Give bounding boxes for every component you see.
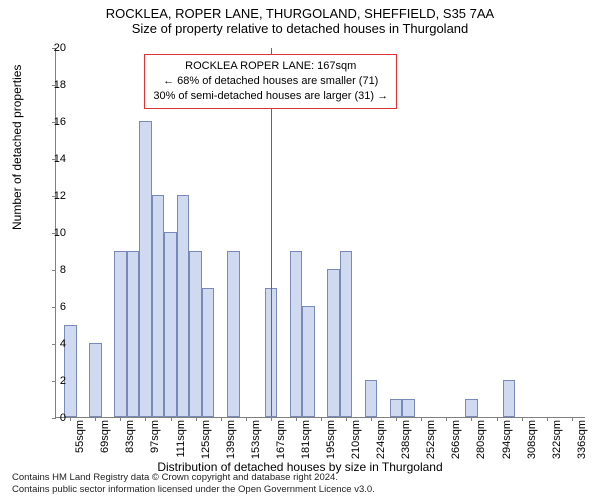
x-tick-label: 280sqm	[475, 420, 487, 459]
histogram-bar	[202, 288, 215, 418]
x-tick-label: 336sqm	[576, 420, 588, 459]
histogram-bar	[227, 251, 240, 418]
plot-area: 55sqm69sqm83sqm97sqm111sqm125sqm139sqm15…	[55, 48, 585, 418]
histogram-bar	[114, 251, 127, 418]
histogram-bar	[365, 380, 378, 417]
x-tick-label: 125sqm	[200, 420, 212, 459]
x-tick-label: 55sqm	[74, 420, 86, 453]
histogram-bar	[302, 306, 315, 417]
y-tick-label: 4	[60, 338, 66, 350]
x-tick-label: 322sqm	[551, 420, 563, 459]
annotation-line: 30% of semi-detached houses are larger (…	[153, 89, 388, 104]
x-tick-label: 210sqm	[350, 420, 362, 459]
x-tick-label: 238sqm	[400, 420, 412, 459]
x-tick-label: 195sqm	[325, 420, 337, 459]
x-tick-label: 266sqm	[450, 420, 462, 459]
histogram-bar	[503, 380, 516, 417]
y-axis-label: Number of detached properties	[10, 65, 24, 230]
histogram-bar	[89, 343, 102, 417]
x-tick-label: 97sqm	[149, 420, 161, 453]
chart-title-main: ROCKLEA, ROPER LANE, THURGOLAND, SHEFFIE…	[0, 6, 600, 21]
x-tick-label: 69sqm	[99, 420, 111, 453]
annotation-line: ← 68% of detached houses are smaller (71…	[153, 74, 388, 89]
y-tick-label: 12	[54, 190, 66, 202]
histogram-bar	[139, 121, 152, 417]
histogram-bar	[290, 251, 303, 418]
x-tick-label: 308sqm	[526, 420, 538, 459]
histogram-bar	[189, 251, 202, 418]
histogram-bar	[164, 232, 177, 417]
histogram-bar	[465, 399, 478, 418]
y-tick-label: 8	[60, 264, 66, 276]
y-tick-label: 6	[60, 301, 66, 313]
chart-title-sub: Size of property relative to detached ho…	[0, 21, 600, 36]
histogram-bar	[327, 269, 340, 417]
histogram-bar	[177, 195, 190, 417]
y-tick-label: 18	[54, 79, 66, 91]
histogram-bar	[152, 195, 165, 417]
x-tick-label: 167sqm	[275, 420, 287, 459]
chart-area: 55sqm69sqm83sqm97sqm111sqm125sqm139sqm15…	[55, 48, 585, 418]
histogram-bar	[127, 251, 140, 418]
x-tick-label: 224sqm	[375, 420, 387, 459]
attribution-line-1: Contains HM Land Registry data © Crown c…	[12, 472, 375, 484]
y-tick-label: 14	[54, 153, 66, 165]
y-tick-label: 0	[60, 412, 66, 424]
histogram-bar	[402, 399, 415, 418]
histogram-bar	[390, 399, 403, 418]
y-tick-label: 10	[54, 227, 66, 239]
y-tick-label: 16	[54, 116, 66, 128]
attribution-line-2: Contains public sector information licen…	[12, 484, 375, 496]
x-tick-label: 83sqm	[124, 420, 136, 453]
annotation-line: ROCKLEA ROPER LANE: 167sqm	[153, 59, 388, 74]
x-tick-label: 294sqm	[501, 420, 513, 459]
y-tick-label: 20	[54, 42, 66, 54]
y-tick-label: 2	[60, 375, 66, 387]
x-tick-label: 139sqm	[225, 420, 237, 459]
annotation-box: ROCKLEA ROPER LANE: 167sqm← 68% of detac…	[144, 54, 397, 109]
x-tick-label: 252sqm	[425, 420, 437, 459]
x-tick-label: 153sqm	[250, 420, 262, 459]
x-tick-label: 181sqm	[300, 420, 312, 459]
histogram-bar	[340, 251, 353, 418]
attribution-text: Contains HM Land Registry data © Crown c…	[12, 472, 375, 496]
x-tick-label: 111sqm	[175, 420, 187, 458]
